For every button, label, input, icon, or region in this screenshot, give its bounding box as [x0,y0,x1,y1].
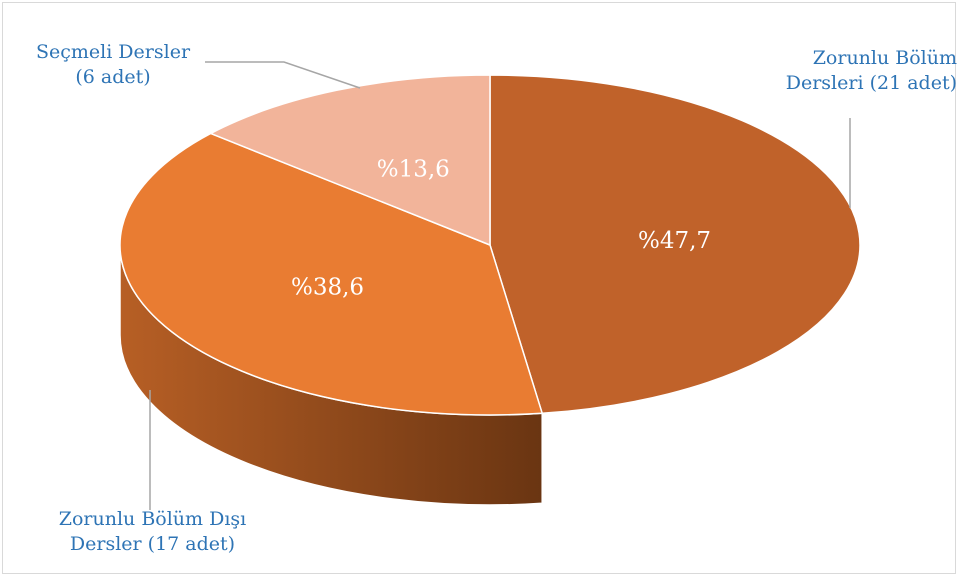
slice-label-secmeli-dersler: Seçmeli Dersler (6 adet) [18,40,208,90]
slice-label-line: Seçmeli Dersler [35,41,191,63]
slice-label-line: (6 adet) [75,66,151,88]
leader-lines [149,61,851,510]
slice-label-zorunlu-bolum: Zorunlu Bölüm Dersleri (21 adet) [752,46,957,96]
percent-labels: %47,7 %38,6 %13,6 [291,157,711,301]
slice-percent-label: %47,7 [638,228,711,254]
slice-label-zorunlu-bolum-disi: Zorunlu Bölüm Dışı Dersler (17 adet) [10,507,295,557]
pie-slice [209,74,491,246]
slice-percent-label: %13,6 [377,157,450,183]
slice-label-line: Zorunlu Bölüm Dışı [58,508,247,530]
pie-top-layer [119,74,861,416]
slice-percent-label: %38,6 [291,275,364,301]
leader-line [205,61,361,89]
pie-slice [119,132,543,416]
slice-label-line: Dersleri (21 adet) [785,72,957,94]
pie-slice [489,74,861,415]
slice-label-line: Dersler (17 adet) [69,533,236,555]
slice-label-line: Zorunlu Bölüm [812,47,957,69]
